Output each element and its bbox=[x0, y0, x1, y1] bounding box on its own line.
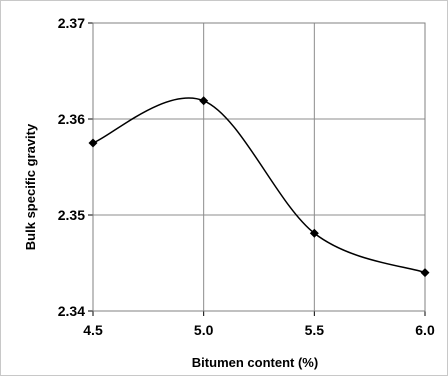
x-tick-label: 4.5 bbox=[83, 322, 103, 338]
x-tick-label: 5.0 bbox=[194, 322, 214, 338]
y-tick-label: 2.35 bbox=[58, 207, 85, 223]
grid bbox=[92, 22, 426, 312]
data-point-marker bbox=[309, 228, 319, 238]
axes bbox=[88, 22, 426, 316]
data-point-marker bbox=[199, 96, 209, 106]
y-tick-label: 2.37 bbox=[58, 15, 85, 31]
series bbox=[88, 96, 430, 278]
x-tick-label: 6.0 bbox=[415, 322, 435, 338]
series-line bbox=[92, 97, 426, 274]
plot-area-border bbox=[92, 22, 426, 312]
tick-labels: 2.34 2.35 2.36 2.37 4.5 5.0 5.5 6.0 bbox=[58, 15, 435, 338]
x-axis-title: Bitumen content (%) bbox=[192, 355, 318, 370]
data-point-marker bbox=[88, 138, 98, 148]
y-tick-label: 2.36 bbox=[58, 111, 85, 127]
data-point-marker bbox=[420, 268, 430, 278]
x-tick-label: 5.5 bbox=[305, 322, 325, 338]
y-axis-title: Bulk specific gravity bbox=[23, 123, 38, 250]
y-tick-label: 2.34 bbox=[58, 303, 85, 319]
